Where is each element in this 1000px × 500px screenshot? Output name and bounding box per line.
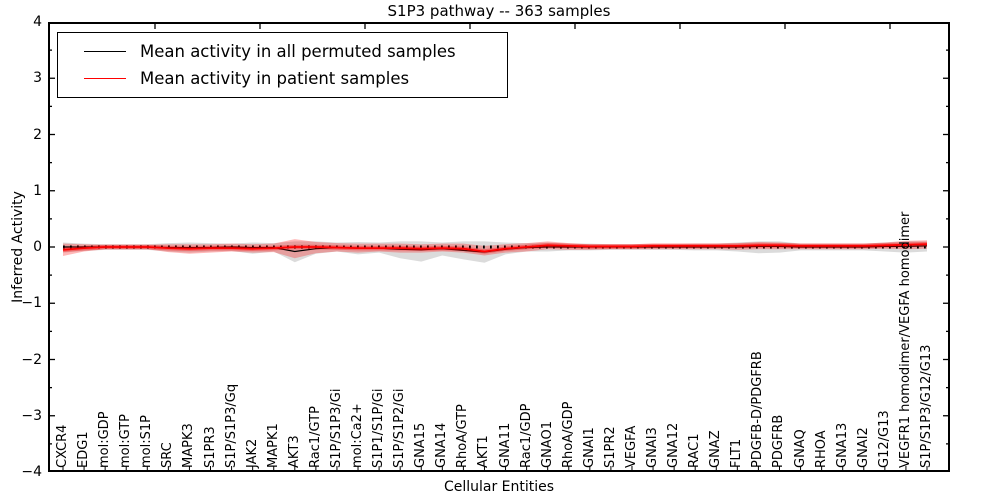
x-tick-label: mol:GTP	[118, 414, 134, 468]
x-tick-label: GNAZ	[708, 430, 724, 468]
x-tick-label: GNAI2	[855, 427, 871, 468]
x-tick-label: S1P/S1P3/G12/G13	[919, 344, 934, 468]
y-tick-label: 1	[33, 182, 42, 199]
legend-line-black-icon	[84, 50, 126, 52]
x-tick-label: VEGFR1 homodimer/VEGFA homodimer	[897, 211, 913, 468]
x-tick-label: mol:GDP	[97, 411, 113, 468]
x-tick-label: RhoA/GTP	[455, 404, 471, 468]
x-tick-label: mol:S1P	[139, 415, 155, 468]
legend-item-patient: Mean activity in patient samples	[84, 66, 497, 92]
legend-label-patient: Mean activity in patient samples	[140, 69, 410, 89]
x-tick-label: VEGFA	[623, 425, 639, 468]
x-axis-label: Cellular Entities	[443, 479, 555, 495]
x-tick-label: AKT1	[476, 435, 492, 468]
x-tick-label: Rac1/GDP	[518, 403, 534, 468]
x-tick-label: AKT3	[286, 435, 302, 468]
patient-mean-line	[62, 243, 928, 253]
legend: Mean activity in all permuted samples Me…	[57, 32, 508, 98]
plot-area	[48, 22, 950, 472]
chart-title: S1P3 pathway -- 363 samples	[387, 2, 611, 20]
y-tick-label: −2	[21, 351, 42, 368]
plot-frame	[48, 22, 950, 472]
x-tick-label: GNAO1	[539, 421, 555, 468]
x-tick-label: MAPK1	[265, 423, 281, 468]
x-tick-label: GNAQ	[792, 429, 808, 468]
x-tick-label: GNA15	[413, 422, 429, 468]
x-tick-label: S1P/S1P2/Gi	[392, 388, 408, 468]
x-tick-label: PDGFRB	[771, 414, 787, 468]
x-tick-label: S1P1/S1P/Gi	[371, 388, 387, 468]
x-tick-label: CXCR4	[55, 424, 70, 468]
x-tick-label: PDGFB-D/PDGFRB	[750, 351, 766, 468]
y-tick-label: 0	[33, 239, 42, 255]
x-tick-label: Rac1/GTP	[307, 406, 323, 468]
x-tick-label: GNA13	[834, 422, 850, 468]
x-tick-label: RAC1	[687, 433, 703, 468]
y-tick-label: 3	[33, 70, 42, 87]
x-tick-label: GNA12	[666, 422, 682, 468]
legend-label-permuted: Mean activity in all permuted samples	[140, 41, 456, 61]
legend-line-red-icon	[84, 78, 126, 80]
x-tick-label: FLT1	[729, 438, 745, 468]
x-tick-label: S1P/S1P3/Gi	[328, 388, 344, 468]
x-tick-label: GNAI3	[645, 427, 661, 468]
x-tick-label: EDG1	[76, 431, 92, 468]
x-tick-label: S1PR3	[202, 426, 218, 468]
y-tick-label: −3	[21, 407, 42, 424]
y-tick-label: −1	[21, 295, 42, 312]
y-tick-label: 2	[33, 126, 42, 143]
x-tick-label: G12/G13	[876, 410, 892, 468]
x-tick-label: RHOA	[813, 430, 829, 468]
x-tick-label: GNAI1	[581, 427, 597, 468]
x-tick-label: MAPK3	[181, 423, 197, 468]
y-tick-label: −4	[21, 464, 42, 480]
x-tick-label: mol:Ca2+	[350, 403, 366, 468]
x-tick-label: SRC	[160, 442, 176, 468]
x-tick-label: GNA14	[434, 422, 450, 468]
x-tick-label: JAK2	[244, 438, 260, 468]
patient-band	[63, 239, 927, 259]
x-tick-label: S1PR2	[602, 426, 618, 468]
x-tick-label: S1P/S1P3/Gq	[223, 383, 239, 468]
y-tick-label: 4	[33, 14, 42, 30]
legend-item-permuted: Mean activity in all permuted samples	[84, 38, 497, 64]
x-tick-label: GNA11	[497, 422, 513, 468]
x-tick-label: RhoA/GDP	[560, 401, 576, 468]
